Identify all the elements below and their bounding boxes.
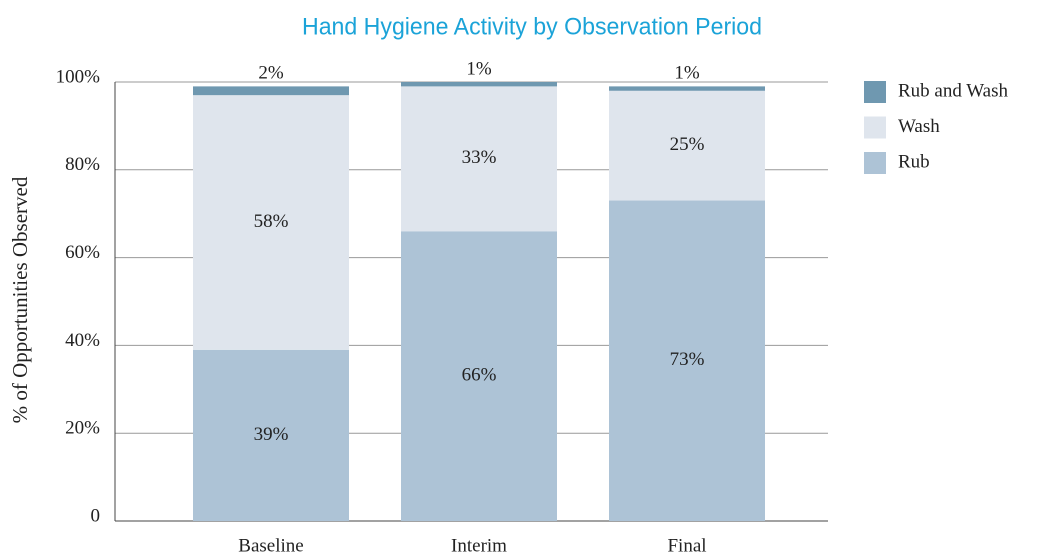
y-tick-label: 0: [91, 505, 101, 526]
legend-swatch: [864, 152, 886, 174]
data-label: 2%: [258, 63, 284, 84]
x-tick-label: Final: [667, 535, 706, 556]
y-tick-label: 80%: [65, 154, 100, 175]
x-tick-label: Interim: [451, 535, 507, 556]
legend-label: Rub and Wash: [898, 80, 1009, 101]
data-label: 58%: [254, 211, 289, 232]
legend-swatch: [864, 81, 886, 103]
data-label: 66%: [462, 364, 497, 385]
bar-segment: [609, 86, 765, 91]
y-tick-label: 20%: [65, 418, 100, 439]
bar-segment: [193, 349, 349, 521]
bar-segment: [401, 82, 557, 87]
chart-title: Hand Hygiene Activity by Observation Per…: [302, 13, 762, 40]
legend-swatch: [864, 116, 886, 139]
legend-label: Rub: [898, 151, 930, 172]
data-label: 73%: [670, 349, 705, 370]
y-tick-label: 60%: [65, 242, 100, 263]
data-label: 39%: [254, 424, 289, 445]
data-label: 1%: [466, 58, 492, 79]
data-label: 33%: [462, 147, 497, 168]
data-label: 25%: [670, 134, 705, 155]
bar-segment: [609, 200, 765, 521]
bar-segment: [193, 95, 349, 350]
y-tick-label: 40%: [65, 330, 100, 351]
y-tick-label: 100%: [56, 66, 101, 87]
data-label: 1%: [674, 63, 700, 84]
bar-segment: [401, 231, 557, 521]
bar-segment: [193, 86, 349, 96]
legend-label: Wash: [898, 116, 940, 137]
bar-segment: [401, 86, 557, 232]
x-tick-label: Baseline: [238, 535, 303, 556]
bar-segment: [609, 90, 765, 201]
y-axis-label: % of Opportunities Observed: [8, 176, 32, 423]
